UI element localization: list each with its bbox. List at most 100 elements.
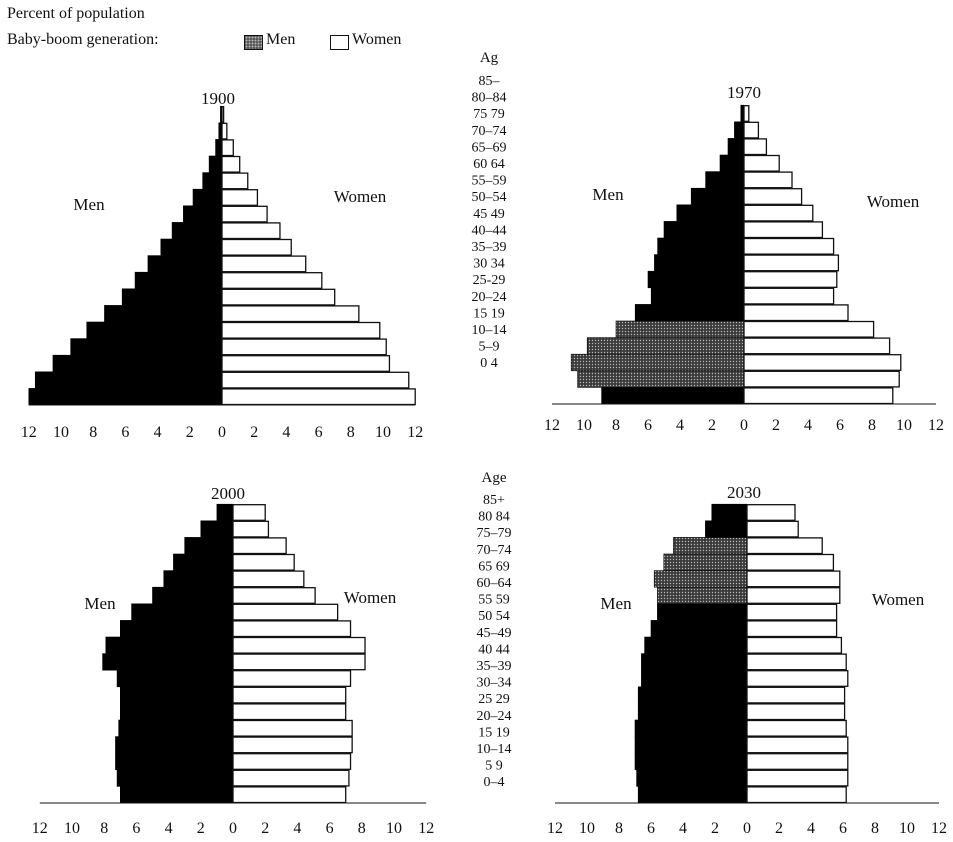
men-bar-60-64	[192, 188, 223, 207]
men-bar-70-74	[663, 553, 748, 571]
x-tick-label: 2	[772, 417, 780, 434]
women-bar-50-54	[232, 620, 352, 638]
women-bar-25-29	[746, 703, 846, 721]
age-group-label: 85+	[483, 493, 505, 508]
men-bar-70-74	[719, 154, 745, 172]
women-bar-20-24	[221, 321, 381, 339]
x-tick-label: 4	[165, 820, 173, 837]
age-group-label: 0 4	[480, 356, 498, 371]
age-group-label: 75 79	[473, 107, 505, 122]
x-tick-label: 12	[407, 424, 423, 441]
x-tick-label: 8	[358, 820, 366, 837]
women-bar-70-74	[221, 155, 241, 173]
women-bar-65-69	[746, 570, 841, 588]
women-bar-70-74	[746, 553, 835, 571]
men-bar-75-79	[673, 537, 748, 555]
men-bar-25-29	[637, 703, 748, 721]
women-bar-75-79	[743, 138, 768, 156]
x-tick-label: 2	[186, 424, 194, 441]
men-bar-45-49	[644, 636, 748, 654]
women-bar-75-79	[232, 537, 287, 555]
women-bar-20-24	[743, 320, 875, 338]
x-tick-label: 0	[743, 820, 751, 837]
men-bar-30-34	[121, 288, 223, 306]
age-group-label: 60 64	[473, 157, 505, 172]
men-bar-75-79	[215, 139, 223, 157]
x-tick-label: 2	[250, 424, 258, 441]
age-group-label: 35–39	[472, 240, 507, 255]
women-bar-40-44	[232, 653, 366, 671]
women-bar-30-34	[232, 686, 347, 704]
age-group-label: 15 19	[478, 725, 510, 740]
women-bar-25-29	[221, 305, 360, 323]
women-bar-40-44	[746, 653, 847, 671]
x-tick-label: 2	[261, 820, 269, 837]
women-bar-65-69	[221, 172, 249, 190]
men-bar-40-44	[102, 653, 234, 671]
age-group-label: 65–69	[472, 140, 507, 155]
women-bar-40-44	[743, 254, 840, 272]
women-bar-65-69	[743, 171, 793, 189]
men-bar-65-69	[202, 172, 223, 190]
women-bar-55-59	[232, 603, 339, 621]
x-tick-label: 4	[807, 820, 815, 837]
women-bar-85+	[743, 105, 750, 122]
men-bar-75-79	[184, 537, 234, 555]
men-bar-80-84	[734, 121, 745, 139]
men-bar-10-14	[570, 353, 745, 372]
age-group-label: 20–24	[472, 290, 507, 305]
women-bar-80-84	[743, 121, 760, 139]
women-bar-75-79	[746, 537, 823, 555]
x-tick-label: 8	[868, 417, 876, 434]
x-tick-label: 4	[804, 417, 812, 434]
age-group-label: 40–44	[472, 223, 507, 238]
x-tick-label: 2	[708, 417, 716, 434]
women-bar-5-9	[743, 370, 900, 388]
x-tick-label: 10	[579, 820, 595, 837]
women-bar-0-4	[232, 786, 347, 804]
men-bar-60-64	[152, 586, 234, 605]
women-bar-80-84	[232, 520, 270, 538]
x-tick-label: 8	[100, 820, 108, 837]
age-group-label: 30 34	[473, 257, 505, 272]
age-group-label: 45 49	[473, 207, 505, 222]
x-tick-label: 12	[21, 424, 37, 441]
x-tick-label: 4	[154, 424, 162, 441]
men-bar-25-29	[104, 305, 223, 323]
men-bar-15-19	[70, 338, 223, 356]
women-bar-45-49	[743, 237, 835, 255]
women-bar-55-59	[743, 204, 814, 222]
men-bar-50-54	[120, 620, 234, 638]
men-bar-55-59	[183, 205, 223, 223]
x-tick-label: 6	[839, 820, 847, 837]
x-tick-label: 10	[896, 417, 912, 434]
age-group-label: 0–4	[484, 775, 505, 790]
x-tick-label: 12	[928, 417, 944, 434]
x-tick-label: 8	[89, 424, 97, 441]
women-bar-5-9	[232, 769, 350, 787]
women-bar-30-34	[746, 686, 846, 704]
age-group-label: 5–9	[479, 340, 500, 355]
age-group-label: 65 69	[478, 559, 510, 574]
men-bar-15-19	[586, 337, 745, 355]
women-bar-25-29	[232, 703, 347, 721]
women-bar-60-64	[221, 189, 259, 206]
women-bar-35-39	[221, 272, 323, 289]
age-group-label: 85–	[479, 74, 501, 89]
women-bar-45-49	[221, 238, 292, 256]
age-axis-title: Ag	[480, 50, 499, 66]
figure-title: Percent of population	[7, 5, 145, 22]
legend-swatch-women	[330, 35, 349, 50]
age-group-label: 45–49	[477, 626, 512, 641]
x-tick-label: 10	[64, 820, 80, 837]
men-bar-25-29	[120, 703, 234, 721]
age-group-label: 15 19	[473, 306, 505, 321]
men-bar-20-24	[86, 321, 223, 339]
pyramid-title: 1900	[201, 89, 235, 108]
women-bar-0-4	[221, 388, 416, 406]
men-side-label: Men	[600, 594, 632, 613]
x-tick-label: 4	[676, 417, 684, 434]
age-group-label: 35–39	[477, 659, 512, 674]
women-bar-35-39	[743, 271, 838, 288]
